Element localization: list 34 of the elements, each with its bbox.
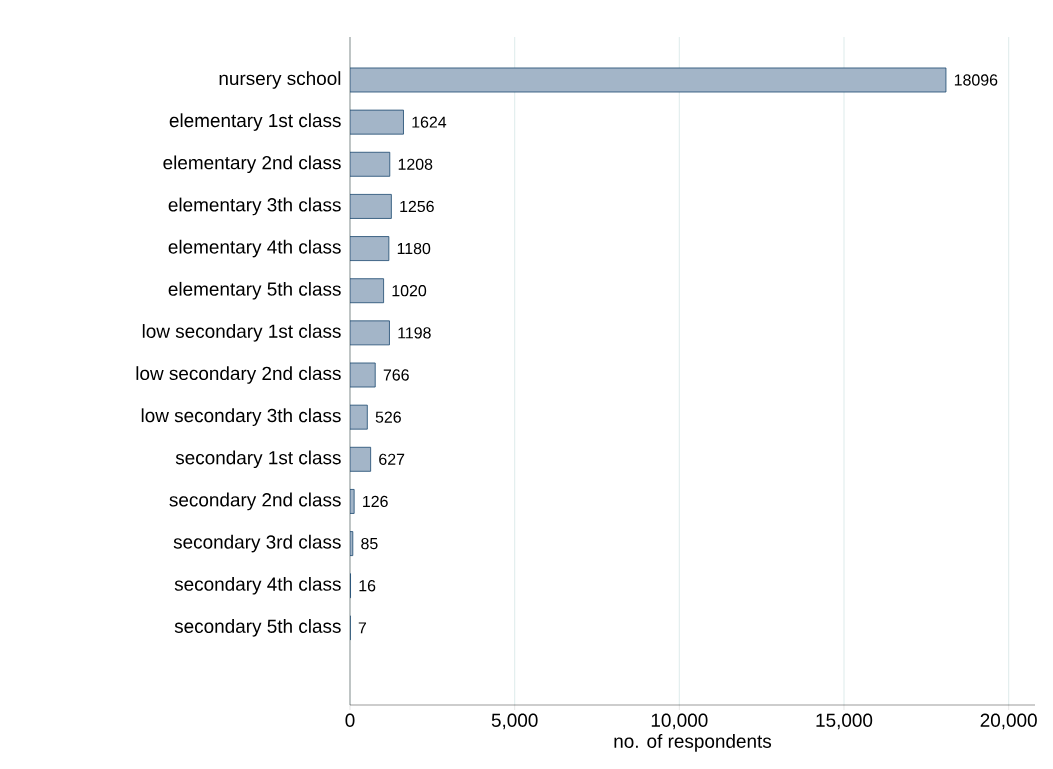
data-label: 526: [375, 411, 401, 423]
x-tick-label: 0: [345, 713, 355, 727]
data-label: 766: [383, 369, 409, 381]
data-label: 126: [363, 495, 388, 508]
data-label: 1020: [392, 285, 427, 297]
data-label: 85: [361, 537, 378, 550]
data-label: 16: [359, 580, 376, 592]
y-tick-label: low secondary 1st class: [142, 324, 341, 342]
data-label: 18096: [954, 74, 998, 86]
data-label: 1198: [398, 327, 431, 339]
data-label: 1208: [398, 158, 433, 170]
data-label: 7: [358, 622, 367, 634]
y-tick-label: secondary 2nd class: [169, 492, 341, 511]
x-tick-label: 5,000: [491, 713, 538, 730]
y-tick-label: elementary 4th class: [168, 239, 341, 258]
data-label: 1624: [412, 116, 447, 128]
y-tick-label: elementary 3th class: [168, 197, 341, 216]
x-tick-label: 15,000: [816, 713, 873, 730]
x-axis-title: no. of respondents: [614, 734, 772, 752]
x-tick-label: 20,000: [980, 713, 1037, 730]
y-tick-label: low secondary 2nd class: [136, 366, 341, 384]
y-tick-label: secondary 1st class: [175, 450, 341, 469]
data-label: 1256: [400, 200, 434, 213]
y-tick-label: secondary 5th class: [174, 619, 341, 637]
y-tick-label: secondary 3rd class: [173, 534, 341, 553]
y-tick-label: elementary 5th class: [168, 281, 341, 300]
y-tick-label: low secondary 3th class: [141, 408, 341, 426]
y-tick-label: secondary 4th class: [174, 576, 341, 595]
y-tick-label: nursery school: [219, 71, 341, 89]
data-label: 627: [379, 453, 405, 465]
y-tick-label: elementary 2nd class: [163, 155, 341, 174]
x-tick-label: 10,000: [651, 713, 708, 730]
y-tick-label: elementary 1st class: [169, 113, 341, 131]
data-label: 1180: [397, 242, 431, 255]
